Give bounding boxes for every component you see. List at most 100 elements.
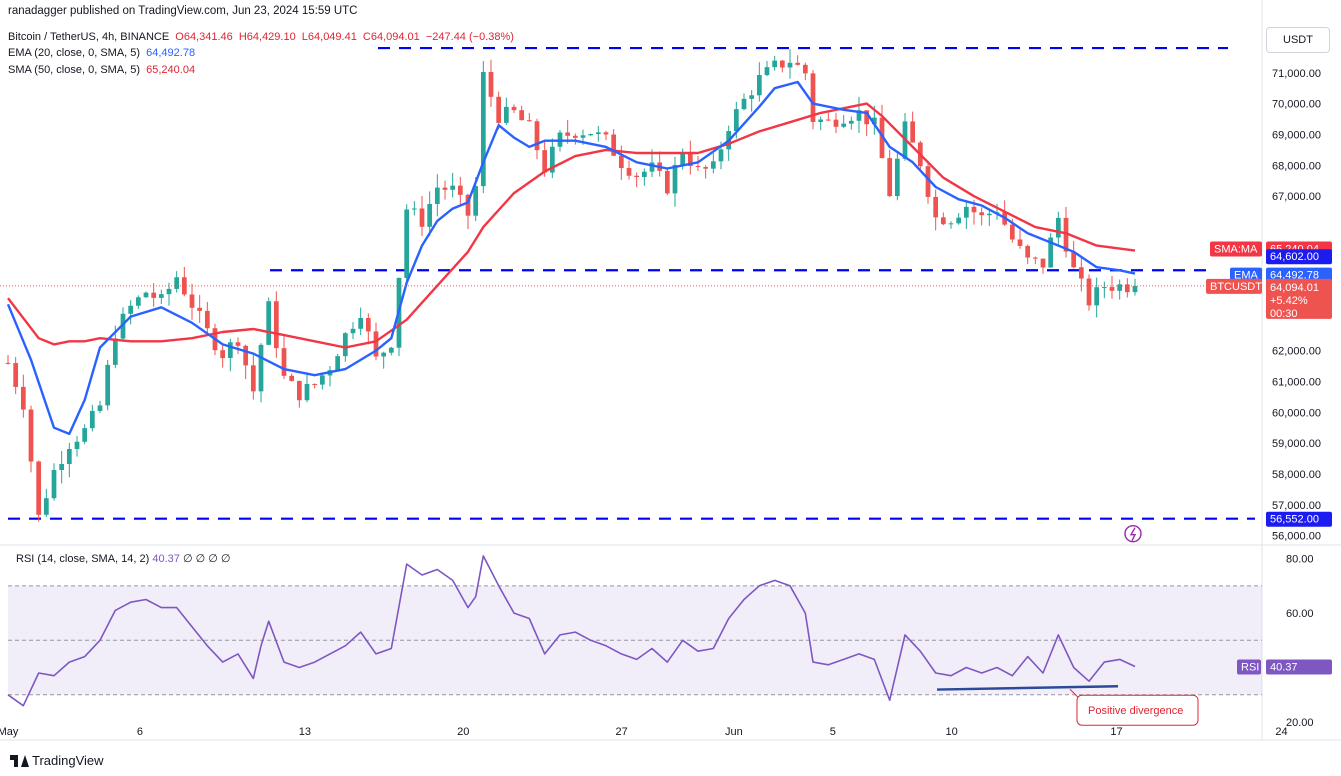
candle-body[interactable] (856, 110, 862, 121)
candle-body[interactable] (971, 206, 977, 213)
sma-legend-label[interactable]: SMA (50, close, 0, SMA, 5) (8, 64, 141, 76)
candle-body[interactable] (772, 60, 778, 68)
candle-body[interactable] (1086, 278, 1092, 306)
candle-body[interactable] (787, 62, 793, 68)
candle-body[interactable] (473, 186, 479, 216)
candle-body[interactable] (143, 292, 149, 298)
time-axis[interactable]: May 6 13 20 27 Jun 5 10 17 24 (0, 726, 1288, 738)
candle-body[interactable] (174, 277, 180, 289)
candle-body[interactable] (312, 384, 318, 386)
candle-body[interactable] (227, 342, 233, 359)
candle-body[interactable] (281, 348, 287, 376)
candle-body[interactable] (250, 365, 256, 392)
candle-body[interactable] (833, 119, 839, 127)
candle-body[interactable] (289, 375, 295, 381)
candle-body[interactable] (13, 363, 19, 387)
candle-body[interactable] (795, 62, 801, 65)
candle-body[interactable] (74, 441, 80, 450)
candle-body[interactable] (28, 409, 34, 462)
candle-body[interactable] (273, 301, 279, 349)
candle-body[interactable] (549, 146, 555, 173)
ema-20-line[interactable] (6, 80, 1136, 436)
candle-body[interactable] (427, 203, 433, 227)
candle-body[interactable] (680, 153, 686, 166)
candle-body[interactable] (266, 301, 272, 345)
candle-body[interactable] (979, 212, 985, 216)
level-price-tag-lower[interactable]: 56,552.00 (1270, 514, 1319, 526)
candle-body[interactable] (1009, 224, 1015, 240)
candle-body[interactable] (910, 121, 916, 143)
candle-body[interactable] (51, 469, 57, 499)
candle-body[interactable] (465, 194, 471, 216)
sma-legend[interactable]: SMA (50, close, 0, SMA, 5) 65,240.04 (8, 64, 198, 76)
candle-body[interactable] (258, 344, 264, 392)
candle-body[interactable] (89, 410, 95, 429)
candle-body[interactable] (542, 150, 548, 173)
candle-body[interactable] (933, 196, 939, 218)
candle-body[interactable] (618, 155, 624, 169)
candle-body[interactable] (1055, 217, 1061, 238)
candle-body[interactable] (580, 135, 586, 138)
candle-body[interactable] (1071, 251, 1077, 268)
rsi-line[interactable] (7, 555, 1136, 707)
candle-body[interactable] (496, 96, 502, 123)
candle-body[interactable] (802, 64, 808, 74)
candle-body[interactable] (565, 132, 571, 136)
rsi-legend[interactable]: RSI (14, close, SMA, 14, 2) 40.37 ∅ ∅ ∅ … (16, 552, 230, 565)
sma-50-line[interactable] (7, 102, 1136, 349)
candle-body[interactable] (158, 294, 164, 298)
candle-body[interactable] (434, 187, 440, 204)
candle-body[interactable] (1124, 284, 1130, 293)
candle-body[interactable] (864, 110, 870, 125)
candle-body[interactable] (373, 331, 379, 357)
price-scale[interactable]: 56,000.00 57,000.00 58,000.00 59,000.00 60,0… (1206, 68, 1332, 729)
candle-body[interactable] (1132, 285, 1138, 293)
candle-body[interactable] (887, 158, 893, 197)
candle-body[interactable] (1017, 239, 1023, 246)
candle-body[interactable] (442, 187, 448, 190)
candle-body[interactable] (235, 342, 241, 346)
candle-body[interactable] (1078, 267, 1084, 279)
candle-body[interactable] (519, 110, 525, 121)
candle-body[interactable] (66, 449, 72, 464)
candle-body[interactable] (488, 71, 494, 97)
candle-body[interactable] (588, 134, 594, 136)
candle-body[interactable] (511, 106, 517, 111)
candle-body[interactable] (871, 117, 877, 125)
candle-body[interactable] (1048, 237, 1054, 268)
rsi-name-tag[interactable]: RSI (1241, 662, 1259, 674)
candle-body[interactable] (779, 60, 785, 68)
candle-body[interactable] (534, 121, 540, 151)
candle-body[interactable] (611, 134, 617, 156)
candle-body[interactable] (365, 318, 371, 332)
candle-body[interactable] (841, 123, 847, 127)
rsi-legend-label[interactable]: RSI (14, close, SMA, 14, 2) (16, 553, 150, 565)
candle-body[interactable] (411, 208, 417, 210)
candle-body[interactable] (5, 362, 11, 364)
candle-body[interactable] (319, 375, 325, 385)
candle-body[interactable] (641, 171, 647, 178)
candle-body[interactable] (1040, 258, 1046, 268)
candle-body[interactable] (1063, 217, 1069, 252)
candle-body[interactable] (304, 384, 310, 401)
candle-body[interactable] (986, 213, 992, 216)
tradingview-logo[interactable]: TradingView (10, 753, 104, 768)
candle-body[interactable] (59, 463, 65, 470)
candle-body[interactable] (342, 333, 348, 357)
candle-body[interactable] (120, 313, 126, 339)
sma-name-tag[interactable]: SMA:MA (1214, 244, 1258, 256)
candle-body[interactable] (296, 380, 302, 401)
candle-body[interactable] (764, 67, 770, 76)
candle-body[interactable] (1032, 257, 1038, 259)
candle-body[interactable] (197, 307, 203, 311)
candle-body[interactable] (603, 132, 609, 135)
candle-body[interactable] (687, 153, 693, 166)
candle-body[interactable] (480, 71, 486, 187)
candle-body[interactable] (220, 350, 226, 359)
candle-body[interactable] (404, 209, 410, 278)
candle-body[interactable] (703, 167, 709, 169)
candle-body[interactable] (956, 217, 962, 224)
divergence-callout-box[interactable] (1076, 694, 1199, 726)
candle-body[interactable] (105, 364, 111, 406)
